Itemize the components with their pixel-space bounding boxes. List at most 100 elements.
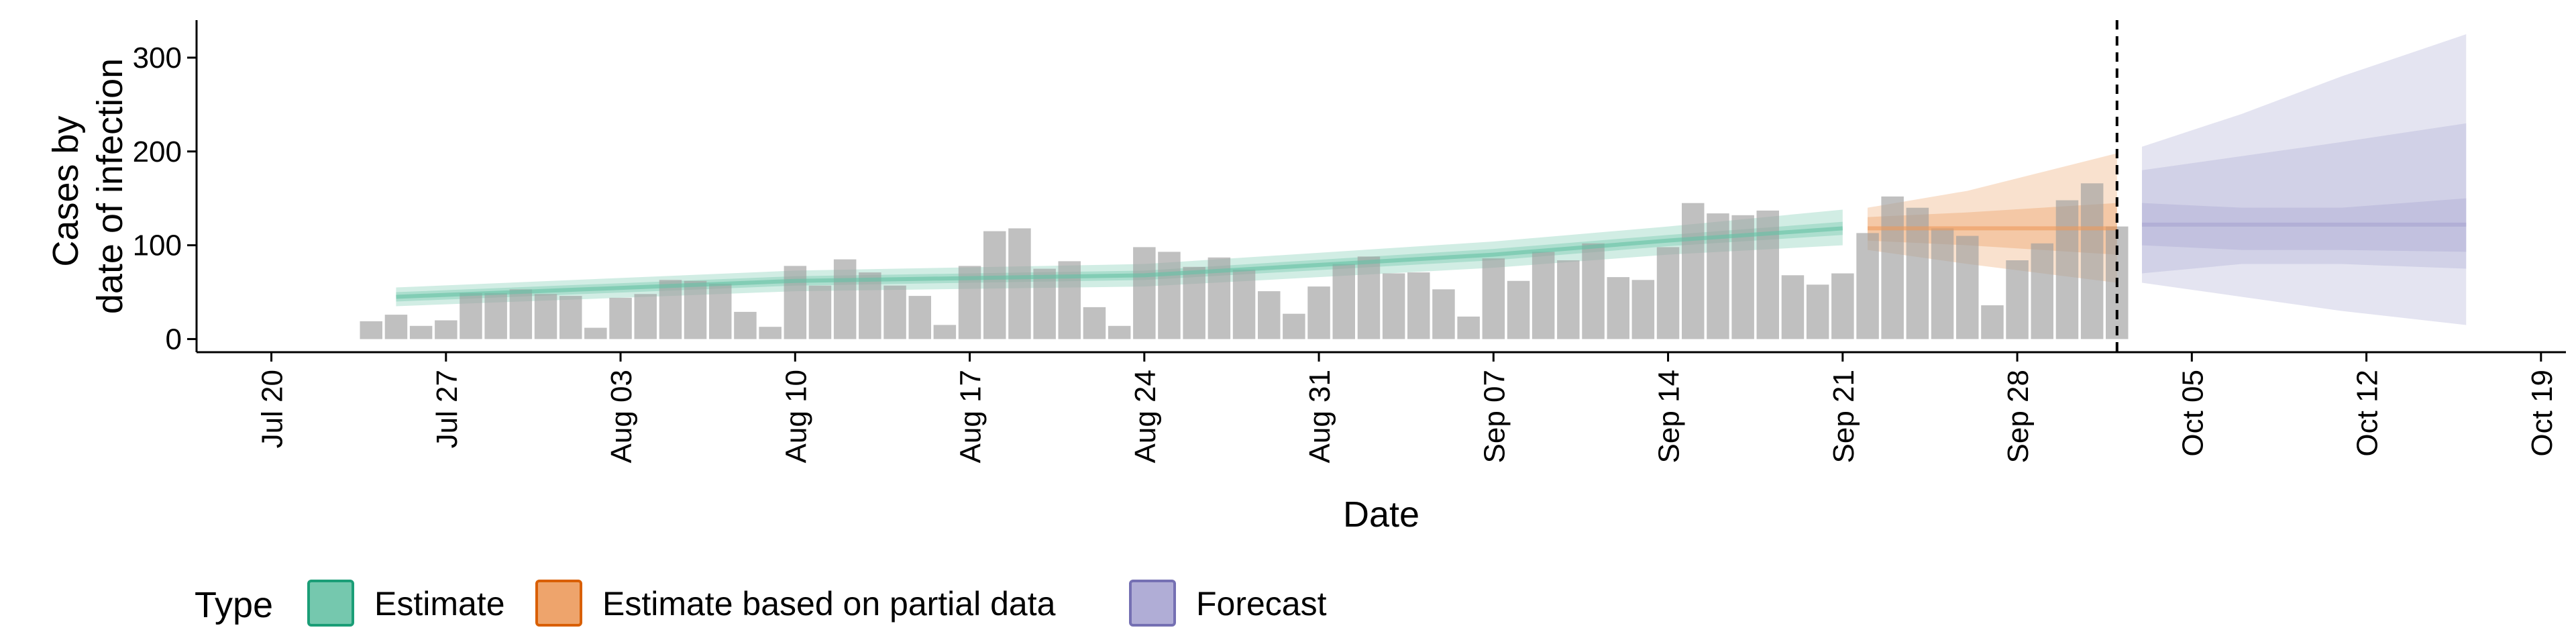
- y-axis-title-line-2: date of infection: [90, 58, 130, 314]
- y-axis-title: Cases by date of infection: [46, 58, 130, 314]
- case-bar: [384, 315, 408, 339]
- median-lines: [396, 222, 2467, 299]
- case-bar: [1258, 291, 1281, 339]
- x-axis-ticks: Jul 20 Jul 27 Aug 03 Aug 10 Aug 17 Aug 24 Aug …: [256, 352, 2559, 463]
- case-bar: [808, 285, 832, 339]
- case-bar: [1881, 196, 1904, 339]
- x-tick-label: Jul 20: [256, 370, 289, 448]
- case-bar: [1756, 210, 1779, 339]
- case-bar: [1806, 284, 1829, 339]
- case-bar: [2031, 243, 2053, 339]
- case-bar: [1931, 228, 1954, 339]
- case-bar: [509, 289, 533, 339]
- case-bar: [1956, 235, 1979, 339]
- case-bar: [734, 311, 757, 339]
- case-bar: [360, 321, 382, 339]
- case-bar: [1631, 280, 1655, 339]
- case-bar: [1183, 266, 1205, 339]
- case-bar: [1158, 252, 1181, 339]
- legend-title: Type: [195, 585, 273, 625]
- case-bar: [1058, 261, 1081, 339]
- estimate-median-line: [396, 226, 1843, 299]
- case-bar: [1432, 289, 1455, 339]
- case-bar: [1582, 243, 1605, 339]
- case-bar: [1382, 273, 1405, 339]
- case-bar: [933, 325, 957, 339]
- case-bar: [1781, 275, 1805, 339]
- x-tick-label: Aug 24: [1129, 370, 1162, 463]
- case-bar: [1707, 213, 1729, 339]
- legend-key-forecast: [1129, 580, 1176, 627]
- case-bar: [1507, 280, 1530, 339]
- case-bar: [908, 296, 931, 339]
- case-bar: [1981, 305, 2004, 339]
- case-bar: [1133, 247, 1156, 339]
- case-bar: [759, 327, 782, 339]
- case-bar: [1307, 286, 1330, 339]
- case-bar: [1457, 316, 1480, 339]
- x-tick-label: Oct 19: [2526, 370, 2559, 457]
- case-bar: [1831, 273, 1854, 339]
- x-tick-label: Sep 21: [1827, 370, 1860, 463]
- case-bar: [1532, 252, 1555, 339]
- y-tick-label: 0: [166, 323, 182, 356]
- case-bar: [584, 327, 607, 339]
- x-tick-label: Aug 31: [1303, 370, 1336, 463]
- case-bar: [1332, 264, 1355, 339]
- case-bar: [1232, 269, 1256, 339]
- y-tick-label: 200: [133, 136, 182, 168]
- case-bar: [1607, 277, 1629, 339]
- case-bar: [1682, 203, 1705, 339]
- case-bar: [2080, 183, 2104, 339]
- legend-key-estimate-based-on-partial-data: [535, 580, 582, 627]
- case-bar: [1008, 228, 1031, 339]
- case-bar: [2006, 260, 2029, 339]
- case-bar: [409, 325, 433, 339]
- case-bar: [1033, 268, 1056, 339]
- case-bar: [883, 285, 906, 339]
- legend-key-estimate: [307, 580, 354, 627]
- case-bar: [1108, 325, 1131, 339]
- legend-label-forecast: Forecast: [1196, 585, 1327, 623]
- legend: Type Estimate Estimate based on partial d…: [195, 580, 1327, 627]
- y-tick-label: 300: [133, 42, 182, 74]
- x-tick-label: Aug 03: [605, 370, 638, 463]
- estimate-based-on-partial-data-outer-band: [1867, 153, 2117, 283]
- case-bar: [1856, 233, 1879, 339]
- case-bar: [1283, 313, 1305, 339]
- case-bar: [435, 320, 458, 339]
- case-bar: [1357, 256, 1381, 339]
- y-axis-ticks: 0 100 200 300: [133, 42, 197, 356]
- x-tick-label: Sep 28: [2002, 370, 2035, 463]
- case-bar: [1656, 247, 1680, 339]
- x-tick-label: Aug 10: [780, 370, 812, 463]
- x-axis-title: Date: [1343, 494, 1419, 535]
- case-bar: [709, 283, 732, 339]
- case-bar: [609, 297, 632, 339]
- case-bar: [684, 280, 707, 339]
- case-bar: [460, 292, 482, 339]
- case-bar: [1083, 307, 1106, 339]
- case-bar: [983, 231, 1006, 339]
- case-bar: [833, 259, 857, 339]
- x-tick-label: Aug 17: [955, 370, 987, 463]
- case-bar: [859, 272, 881, 339]
- x-tick-label: Sep 14: [1653, 370, 1686, 463]
- forecast-outer-band: [2141, 34, 2467, 325]
- case-bar: [1557, 260, 1580, 339]
- x-tick-label: Sep 07: [1478, 370, 1511, 463]
- forecast-mid-band: [2141, 123, 2467, 274]
- case-bar: [2055, 200, 2079, 339]
- x-tick-label: Oct 12: [2351, 370, 2384, 457]
- case-bar: [1407, 272, 1430, 339]
- y-axis-title-line-1: Cases by: [46, 115, 86, 266]
- case-bar: [1482, 258, 1505, 339]
- legend-label-estimate: Estimate: [374, 585, 505, 623]
- y-tick-label: 100: [133, 229, 182, 262]
- case-bar: [559, 296, 582, 339]
- case-bar: [634, 294, 657, 339]
- case-bar: [659, 280, 682, 339]
- x-tick-label: Jul 27: [431, 370, 464, 448]
- x-tick-label: Oct 05: [2176, 370, 2209, 457]
